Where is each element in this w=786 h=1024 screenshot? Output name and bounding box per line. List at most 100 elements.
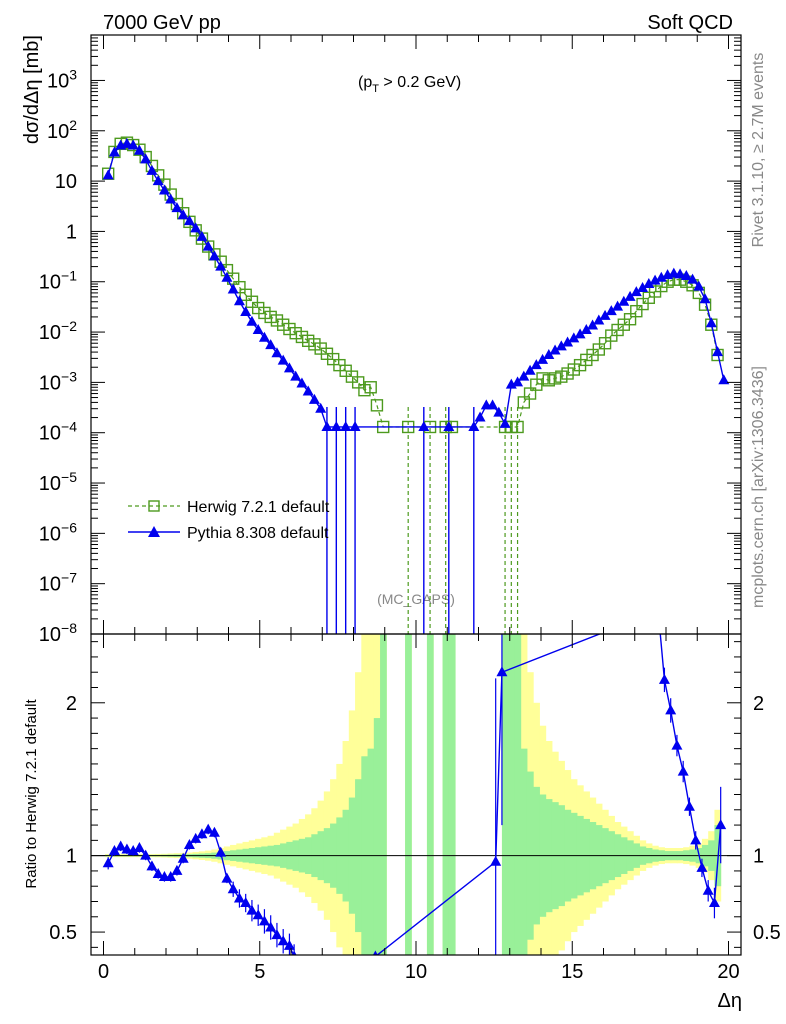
- ratio-frame: [90, 633, 742, 956]
- pythia-point: [246, 315, 258, 326]
- ratio-point-pythia: [227, 883, 239, 894]
- pythia-point: [543, 349, 555, 360]
- band-inner: [373, 718, 381, 955]
- pythia-point: [587, 319, 599, 330]
- ratio-point-pythia: [115, 840, 127, 851]
- herwig-point: [555, 370, 568, 383]
- band-inner: [380, 634, 387, 955]
- main-ytick-label: 10−2: [39, 318, 77, 344]
- pythia-point: [499, 417, 511, 428]
- pythia-point: [443, 420, 455, 431]
- ratio-line-pythia: [107, 634, 722, 955]
- ratio-point-pythia: [490, 855, 502, 866]
- xlabel: Δη: [718, 990, 742, 1012]
- pt-cut-label: (pT > 0.2 GeV): [358, 74, 461, 95]
- herwig-point: [245, 295, 259, 308]
- pythia-point: [227, 283, 239, 294]
- ratio-point-pythia: [671, 739, 683, 750]
- ratio-point-pythia: [283, 939, 295, 950]
- herwig-point: [630, 304, 643, 318]
- pythia-point: [649, 274, 661, 285]
- herwig-point: [351, 376, 365, 389]
- ratio-ytick-label-right: 0.5: [753, 922, 781, 944]
- analysis-watermark: (MC_GAPS): [377, 591, 455, 607]
- pythia-point: [530, 359, 542, 370]
- herwig-point: [598, 337, 612, 350]
- pythia-point: [258, 331, 270, 342]
- ratio-point-pythia: [291, 950, 297, 955]
- ratio-point-pythia: [202, 823, 214, 834]
- ratio-point-pythia: [683, 800, 695, 811]
- herwig-point: [289, 326, 302, 340]
- legend-pythia-marker: [148, 526, 160, 537]
- herwig-point: [523, 387, 537, 400]
- herwig-point: [270, 314, 284, 327]
- pythia-point: [271, 347, 283, 358]
- herwig-point: [542, 374, 556, 387]
- ratio-point-pythia: [177, 852, 189, 863]
- herwig-point: [239, 288, 252, 302]
- herwig-point: [276, 318, 290, 331]
- band-inner: [367, 748, 375, 955]
- ratio-point-pythia: [665, 704, 677, 715]
- main-ytick-label: 10−7: [39, 570, 77, 596]
- main-ytick-label: 103: [47, 66, 77, 92]
- ratio-panel-plot: [91, 634, 741, 955]
- ratio-point-pythia: [240, 897, 252, 908]
- band-inner: [501, 634, 509, 955]
- ratio-xtick-label: 15: [561, 961, 583, 983]
- axes: 10−810−710−610−510−410−310−210−111010210…: [39, 34, 781, 983]
- ratio-ytick-label-right: 1: [753, 846, 764, 868]
- ratio-xtick-label: 20: [717, 961, 739, 983]
- ratio-point-pythia: [233, 892, 245, 903]
- ratio-point-pythia: [258, 915, 270, 926]
- pythia-point: [580, 323, 592, 334]
- pythia-point: [302, 385, 314, 396]
- ratio-xtick-label: 5: [254, 961, 265, 983]
- ratio-ytick-label: 0.5: [49, 922, 77, 944]
- ratio-point-pythia: [196, 828, 208, 839]
- ratio-ylabel: Ratio to Herwig 7.2.1 default: [23, 699, 40, 889]
- pythia-point: [687, 273, 699, 284]
- pythia-point: [183, 215, 195, 226]
- herwig-point: [511, 420, 524, 434]
- herwig-point: [301, 334, 315, 348]
- pythia-point: [418, 420, 430, 431]
- ratio-point-pythia: [127, 845, 139, 856]
- ratio-point-pythia: [702, 884, 714, 895]
- ratio-point-pythia: [265, 921, 277, 932]
- pythia-point: [321, 420, 333, 431]
- pythia-point: [202, 240, 214, 251]
- ratio-point-pythia: [215, 846, 227, 857]
- main-ytick-label: 10−6: [39, 519, 77, 545]
- main-frame: [90, 34, 742, 635]
- pythia-point: [252, 323, 264, 334]
- pythia-point: [655, 271, 667, 282]
- pythia-point: [568, 332, 580, 343]
- pythia-point: [574, 328, 586, 339]
- band-inner: [442, 634, 450, 955]
- ratio-point-pythia: [140, 849, 152, 860]
- band-inner: [508, 634, 515, 955]
- ratio-point-pythia: [133, 842, 145, 852]
- main-ylabel: dσ/dΔη [mb]: [21, 35, 43, 144]
- band-inner: [520, 748, 528, 955]
- main-ytick-label: 10−5: [39, 469, 77, 495]
- pythia-point: [240, 306, 252, 317]
- band-inner: [514, 634, 522, 955]
- herwig-point: [592, 343, 606, 356]
- pythia-point: [599, 309, 611, 320]
- pythia-point: [133, 144, 145, 155]
- ratio-xtick-label: 10: [405, 961, 427, 983]
- ratio-point-pythia: [677, 765, 689, 776]
- pythia-point: [171, 202, 183, 213]
- ratio-xtick-label: 0: [98, 961, 109, 983]
- pythia-point: [562, 336, 574, 347]
- pythia-point: [674, 268, 686, 279]
- ratio-point-pythia: [121, 843, 133, 854]
- ratio-point-pythia: [102, 857, 114, 868]
- pythia-point: [624, 290, 636, 301]
- band-inner: [448, 634, 456, 955]
- pythia-point: [605, 305, 617, 316]
- ratio-ytick-label-right: 2: [753, 693, 764, 715]
